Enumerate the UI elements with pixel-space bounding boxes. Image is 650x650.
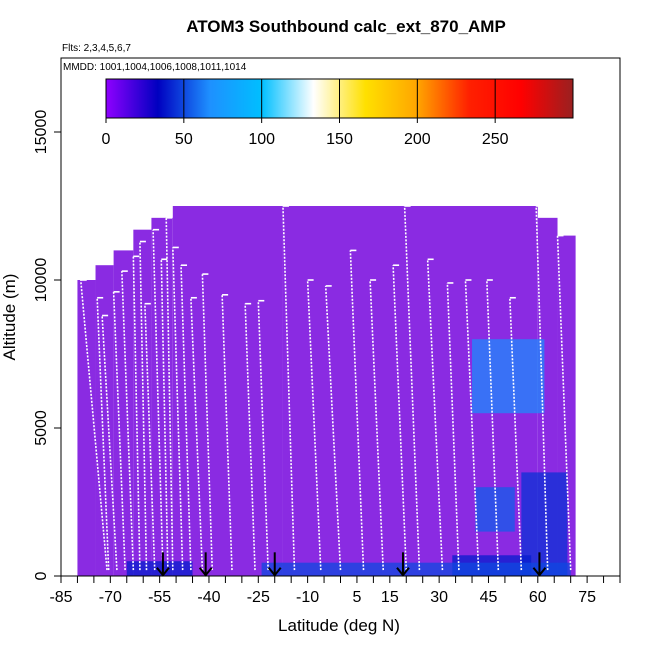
- flight-profile: [112, 291, 126, 571]
- data-patch: [475, 487, 515, 532]
- marker-arrow-head: [156, 567, 170, 577]
- marker-arrow-head: [396, 567, 410, 577]
- flight-profile: [221, 294, 233, 571]
- flight-profile: [324, 285, 342, 571]
- flight-profile: [160, 259, 169, 571]
- y-tick-label: 0: [33, 571, 50, 580]
- flight-profile: [79, 279, 108, 571]
- flight-profile: [446, 282, 460, 571]
- marker-arrow-head: [532, 567, 547, 577]
- flight-profile: [172, 247, 184, 571]
- flight-profile-layer: [79, 205, 572, 571]
- flight-profile: [349, 250, 365, 571]
- colorbar: 0 50 100 150 200 250: [102, 78, 574, 148]
- x-tick-label: 60: [529, 589, 547, 606]
- marker-arrow-head: [267, 567, 282, 577]
- x-tick-label: -70: [99, 589, 122, 606]
- flight-profile: [244, 303, 256, 571]
- flight-profile: [535, 205, 549, 571]
- x-axis: -85 -70 -55 -40 -25 -10 5 15 30 45 60 75: [49, 575, 621, 606]
- flight-profile: [392, 265, 408, 571]
- y-tick-label: 5000: [33, 410, 50, 446]
- marker-arrow-head: [198, 567, 213, 577]
- curtain-segment: [77, 280, 96, 576]
- curtain-segment: [133, 229, 152, 576]
- data-patch: [472, 339, 545, 414]
- x-axis-label: Latitude (deg N): [278, 616, 400, 635]
- x-tick-label: 15: [381, 589, 399, 606]
- curtain-segment: [172, 206, 283, 576]
- chart-title: ATOM3 Southbound calc_ext_870_AMP: [186, 17, 506, 36]
- flight-profile: [180, 265, 192, 571]
- y-axis-label: Altitude (m): [0, 274, 19, 361]
- flight-profile: [282, 205, 296, 571]
- flight-profile: [464, 279, 480, 571]
- flight-profile: [139, 241, 148, 571]
- x-tick-label: 45: [480, 589, 498, 606]
- flight-profile: [369, 279, 385, 571]
- flight-profile: [306, 279, 322, 571]
- x-tick-label: 75: [578, 589, 596, 606]
- colorbar-tick-label: 150: [326, 131, 353, 148]
- colorbar-tick-label: 0: [102, 131, 111, 148]
- data-patch: [261, 562, 571, 576]
- x-tick-label: -10: [296, 589, 319, 606]
- flight-profile: [257, 300, 269, 571]
- data-patch: [126, 561, 193, 576]
- flight-profile: [165, 217, 174, 571]
- flight-profile: [486, 279, 500, 571]
- marker-layer: [156, 552, 547, 577]
- colorbar-tick-label: 250: [482, 131, 509, 148]
- colorbar-tick-label: 200: [404, 131, 431, 148]
- flight-profile: [426, 259, 444, 571]
- x-tick-label: 30: [430, 589, 448, 606]
- dark-patch-layer: [126, 339, 571, 576]
- flight-profile: [152, 229, 164, 571]
- flights-label: Flts: 2,3,4,5,6,7: [62, 43, 131, 54]
- x-tick-label: -25: [247, 589, 270, 606]
- x-tick-label: -40: [197, 589, 220, 606]
- colorbar-tick-label: 50: [175, 131, 193, 148]
- flight-profile: [403, 205, 421, 571]
- flight-profile: [144, 303, 156, 571]
- y-tick-label: 10000: [33, 258, 50, 303]
- x-tick-label: -85: [49, 589, 72, 606]
- x-tick-label: -55: [148, 589, 171, 606]
- mmdd-label: MMDD: 1001,1004,1006,1008,1011,1014: [63, 62, 247, 73]
- y-tick-label: 15000: [33, 110, 50, 155]
- curtain-segment: [113, 250, 134, 576]
- flight-profile: [201, 274, 214, 571]
- x-tick-label: 5: [352, 589, 361, 606]
- y-axis: 0 5000 10000 15000: [33, 58, 62, 580]
- curtain-segment: [95, 265, 114, 576]
- colorbar-tick-label: 100: [248, 131, 275, 148]
- flight-profile: [101, 315, 118, 571]
- flight-profile: [121, 271, 135, 571]
